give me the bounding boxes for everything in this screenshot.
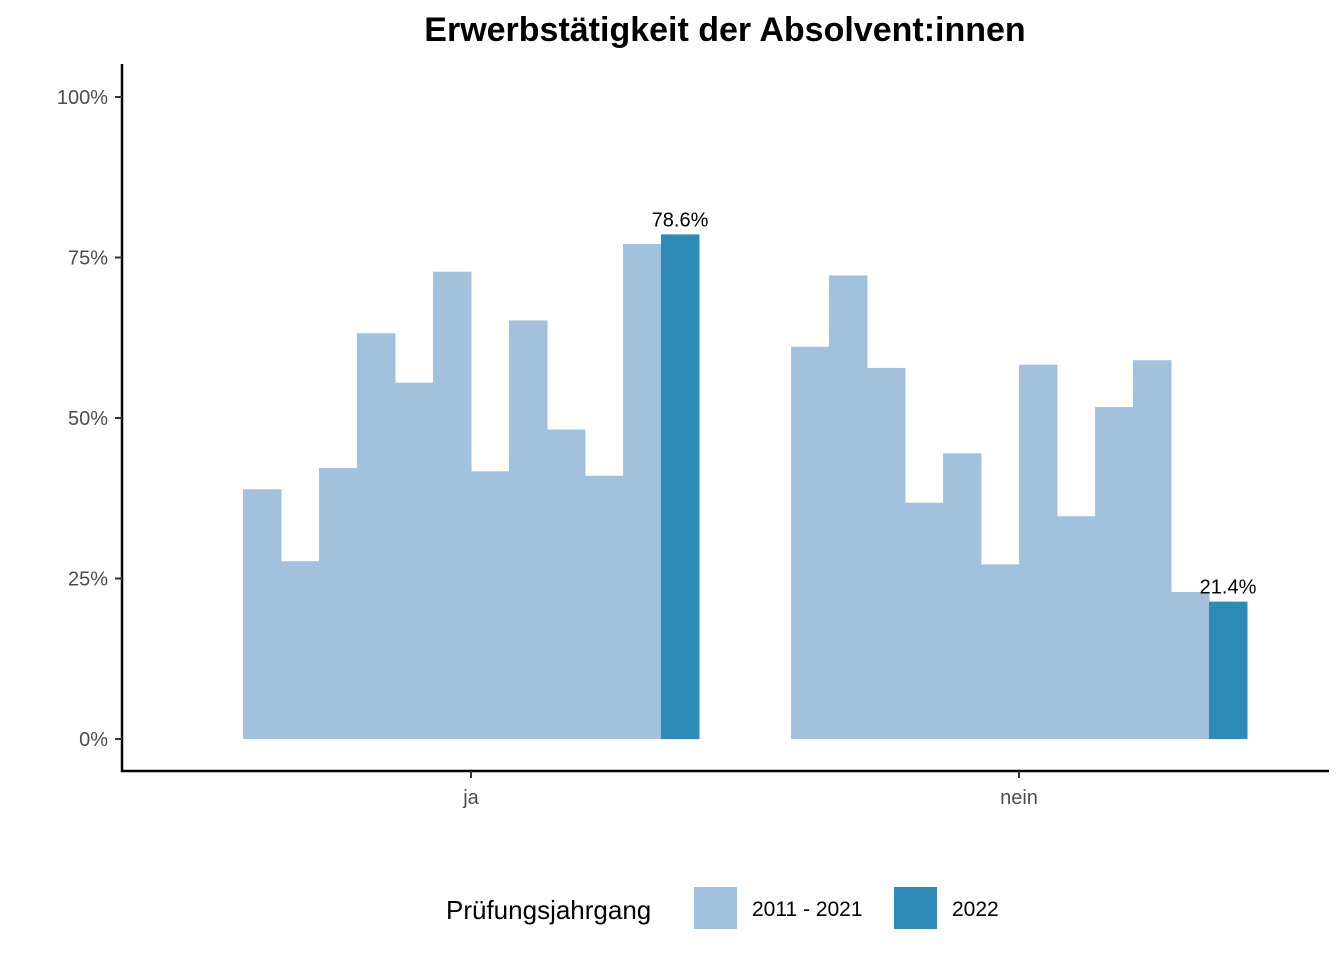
bar	[623, 244, 662, 739]
y-tick-label: 50%	[68, 408, 108, 430]
x-axis: ja nein	[121, 769, 1329, 809]
bar	[1171, 591, 1210, 739]
bar	[281, 561, 320, 739]
data-label: 21.4%	[1200, 577, 1257, 599]
bar	[395, 382, 434, 739]
chart-title: Erwerbstätigkeit der Absolvent:innen	[424, 11, 1025, 49]
bar	[905, 502, 944, 739]
bar	[829, 275, 868, 739]
y-tick-label: 100%	[57, 87, 108, 109]
legend-swatch-2022	[894, 887, 937, 929]
bar	[319, 468, 358, 739]
data-label: 78.6%	[652, 209, 709, 231]
bar	[1095, 407, 1134, 739]
x-tick-label: ja	[462, 787, 479, 809]
data-labels: 78.6% 21.4%	[652, 209, 1257, 598]
bar	[1209, 601, 1248, 739]
bar	[471, 471, 510, 739]
bar	[547, 429, 586, 739]
bar	[585, 475, 624, 739]
y-tick-label: 0%	[79, 729, 108, 751]
bar	[1057, 516, 1096, 739]
legend-label-2022: 2022	[952, 898, 999, 921]
bar	[433, 271, 472, 739]
bar	[357, 333, 396, 739]
bar	[1133, 360, 1172, 739]
y-axis: 0% 25% 50% 75% 100%	[57, 64, 124, 772]
x-tick-label: nein	[1000, 787, 1038, 809]
bar	[509, 320, 548, 739]
bar	[943, 453, 982, 739]
legend-title: Prüfungsjahrgang	[446, 895, 651, 925]
legend-label-2011-2021: 2011 - 2021	[752, 898, 863, 921]
y-tick-label: 25%	[68, 569, 108, 591]
legend-swatch-2011-2021	[694, 887, 737, 929]
bar	[981, 564, 1020, 739]
bar	[867, 367, 906, 739]
bar	[1019, 364, 1058, 739]
bars	[243, 234, 1248, 739]
bar	[661, 234, 700, 739]
legend: Prüfungsjahrgang 2011 - 2021 2022	[446, 887, 999, 929]
bar	[243, 489, 282, 739]
bar	[791, 346, 830, 739]
y-tick-label: 75%	[68, 248, 108, 270]
